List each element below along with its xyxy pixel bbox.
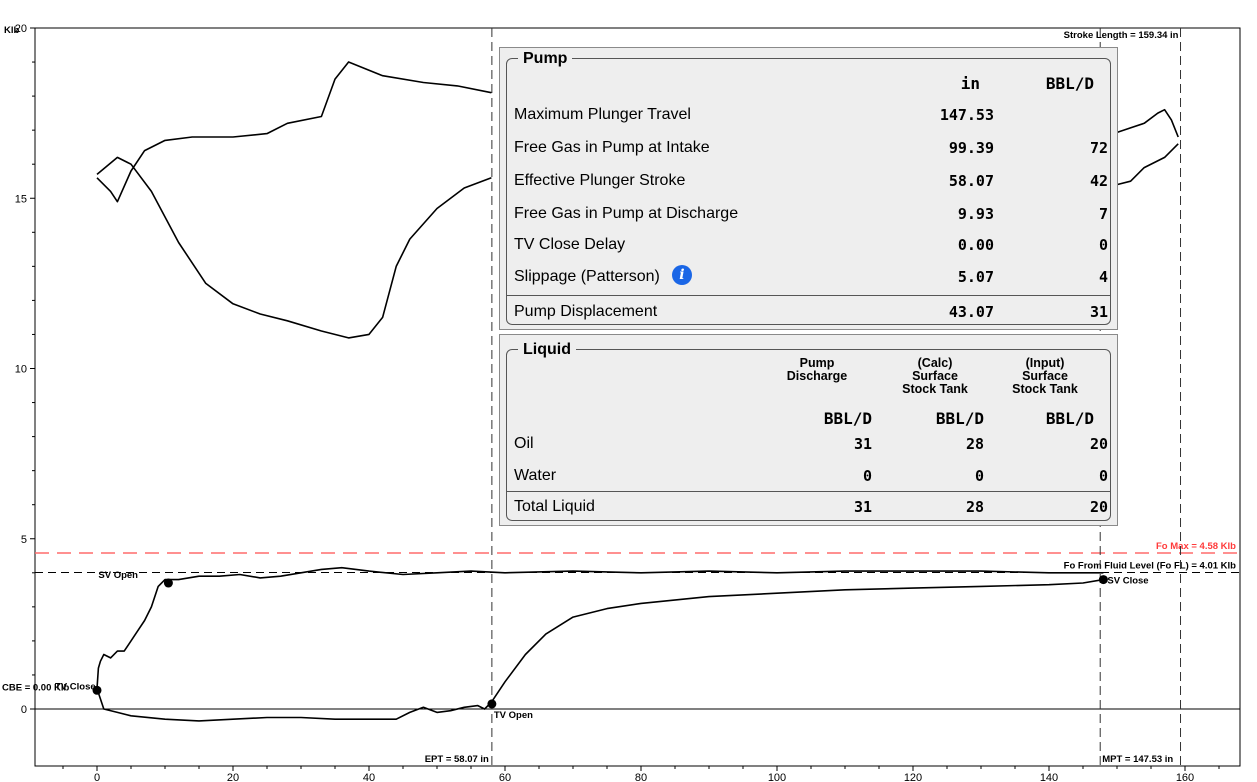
pump-row-bbl: 0 xyxy=(1098,236,1108,254)
pump-panel: Pump in BBL/D Maximum Plunger Travel 147… xyxy=(499,47,1118,330)
marker-label: CBE = 0.00 Klb xyxy=(2,682,70,693)
liquid-col3-header-text: (Input) Surface Stock Tank xyxy=(1012,356,1078,396)
series-line xyxy=(96,156,492,339)
x-tick-label: 140 xyxy=(1040,772,1058,782)
y-tick-label: 10 xyxy=(15,364,27,376)
pump-row-in: 147.53 xyxy=(939,106,994,124)
pump-group-box xyxy=(506,58,1111,325)
liquid-total-v2: 28 xyxy=(965,498,984,516)
pump-total-divider xyxy=(506,295,1111,296)
pump-row-label: Free Gas in Pump at Intake xyxy=(514,139,710,156)
pump-row: Maximum Plunger Travel 147.53 xyxy=(514,100,1103,130)
marker-point xyxy=(163,578,173,588)
pump-row-label: Maximum Plunger Travel xyxy=(514,106,691,123)
liquid-col2-header-text: (Calc) Surface Stock Tank xyxy=(902,356,968,396)
pump-row-in: 58.07 xyxy=(948,172,994,190)
pump-col-in-header: in xyxy=(960,74,980,93)
y-tick-label: 15 xyxy=(15,193,27,205)
liquid-col1-unit: BBL/D xyxy=(823,409,872,428)
liquid-col1-header: Pump Discharge xyxy=(762,357,872,383)
pump-row-label: Effective Plunger Stroke xyxy=(514,172,686,189)
liquid-row-v1: 31 xyxy=(853,435,872,453)
pump-row-in: 99.39 xyxy=(948,139,994,157)
liquid-col3-header: (Input) Surface Stock Tank xyxy=(992,357,1098,396)
x-tick-label: 40 xyxy=(363,772,375,782)
x-tick-label: 160 xyxy=(1176,772,1194,782)
x-tick-label: 0 xyxy=(94,772,100,782)
liquid-row: Oil 31 28 20 xyxy=(514,429,1108,459)
liquid-col2-header: (Calc) Surface Stock Tank xyxy=(882,357,988,396)
pump-row-label: TV Close Delay xyxy=(514,236,626,253)
pump-group-title: Pump xyxy=(518,50,573,68)
liquid-row-v1: 0 xyxy=(862,467,872,485)
liquid-total-label: Total Liquid xyxy=(514,498,595,515)
liquid-row-label: Oil xyxy=(514,435,534,452)
liquid-total-v1: 31 xyxy=(853,498,872,516)
liquid-row-v2: 0 xyxy=(974,467,984,485)
marker-point xyxy=(1098,575,1108,585)
liquid-group-title: Liquid xyxy=(518,341,576,359)
liquid-row: Water 0 0 0 xyxy=(514,461,1108,491)
reference-line-label: Fo From Fluid Level (Fo FL) = 4.01 Klb xyxy=(1064,560,1237,571)
pump-row-slippage: Slippage (Patterson) i 5.07 4 xyxy=(514,262,1108,292)
liquid-col2-unit: BBL/D xyxy=(935,409,984,428)
y-tick-label: 5 xyxy=(21,534,27,546)
liquid-row-v3: 0 xyxy=(1098,467,1108,485)
series-line xyxy=(96,61,492,203)
x-tick-label: 20 xyxy=(227,772,239,782)
liquid-total-v3: 20 xyxy=(1089,498,1108,516)
x-tick-label: 100 xyxy=(768,772,786,782)
marker-label: SV Close xyxy=(1107,576,1148,587)
pump-row: Free Gas in Pump at Discharge 9.93 7 xyxy=(514,199,1108,229)
pump-total-bbl: 31 xyxy=(1089,303,1108,321)
marker-point xyxy=(487,699,497,709)
marker-label: TV Close xyxy=(55,681,96,692)
info-icon[interactable]: i xyxy=(671,264,692,285)
liquid-row-v2: 28 xyxy=(965,435,984,453)
pump-row-bbl: 42 xyxy=(1089,172,1108,190)
pump-row-in: 9.93 xyxy=(957,205,994,223)
liquid-col1-header-text: Pump Discharge xyxy=(786,356,848,383)
vertical-line-label: MPT = 147.53 in xyxy=(1102,754,1173,765)
pump-col-bbl-header: BBL/D xyxy=(1045,74,1094,93)
x-tick-label: 60 xyxy=(499,772,511,782)
liquid-row-v3: 20 xyxy=(1089,435,1108,453)
y-unit-label: Klb xyxy=(4,25,20,36)
series-line xyxy=(1103,108,1179,138)
liquid-col3-unit: BBL/D xyxy=(1045,409,1094,428)
slippage-label: Slippage (Patterson) xyxy=(514,268,660,285)
liquid-total-row: Total Liquid 31 28 20 xyxy=(514,492,1108,522)
pump-row-in: 5.07 xyxy=(957,268,994,286)
liquid-panel: Liquid Pump Discharge (Calc) Surface Sto… xyxy=(499,334,1118,526)
vertical-line-label: EPT = 58.07 in xyxy=(425,754,489,765)
x-tick-label: 80 xyxy=(635,772,647,782)
pump-row-label: Free Gas in Pump at Discharge xyxy=(514,205,739,222)
pump-row-bbl: 72 xyxy=(1089,139,1108,157)
pump-row: Free Gas in Pump at Intake 99.39 72 xyxy=(514,133,1108,163)
pump-row-bbl: 4 xyxy=(1098,268,1108,286)
x-tick-label: 120 xyxy=(904,772,922,782)
marker-label: TV Open xyxy=(494,710,533,721)
y-tick-label: 20 xyxy=(15,23,27,35)
marker-label: SV Open xyxy=(98,570,138,581)
pump-row-label: Slippage (Patterson) i xyxy=(514,262,692,292)
liquid-total-divider xyxy=(506,491,1111,492)
pump-total-row: Pump Displacement 43.07 31 xyxy=(514,297,1108,327)
pump-row: TV Close Delay 0.00 0 xyxy=(514,230,1108,260)
pump-total-label: Pump Displacement xyxy=(514,303,658,320)
vertical-line-label: Stroke Length = 159.34 in xyxy=(1064,30,1179,41)
series-line xyxy=(96,578,1104,722)
pump-row-bbl: 7 xyxy=(1098,205,1108,223)
liquid-row-label: Water xyxy=(514,467,557,484)
series-line xyxy=(96,566,1104,689)
marker-point xyxy=(92,685,102,695)
pump-row-in: 0.00 xyxy=(957,236,994,254)
liquid-group-box xyxy=(506,349,1111,521)
y-tick-label: 0 xyxy=(21,704,27,716)
pump-total-in: 43.07 xyxy=(948,303,994,321)
reference-line-label: Fo Max = 4.58 Klb xyxy=(1156,541,1236,552)
pump-row: Effective Plunger Stroke 58.07 42 xyxy=(514,166,1108,196)
